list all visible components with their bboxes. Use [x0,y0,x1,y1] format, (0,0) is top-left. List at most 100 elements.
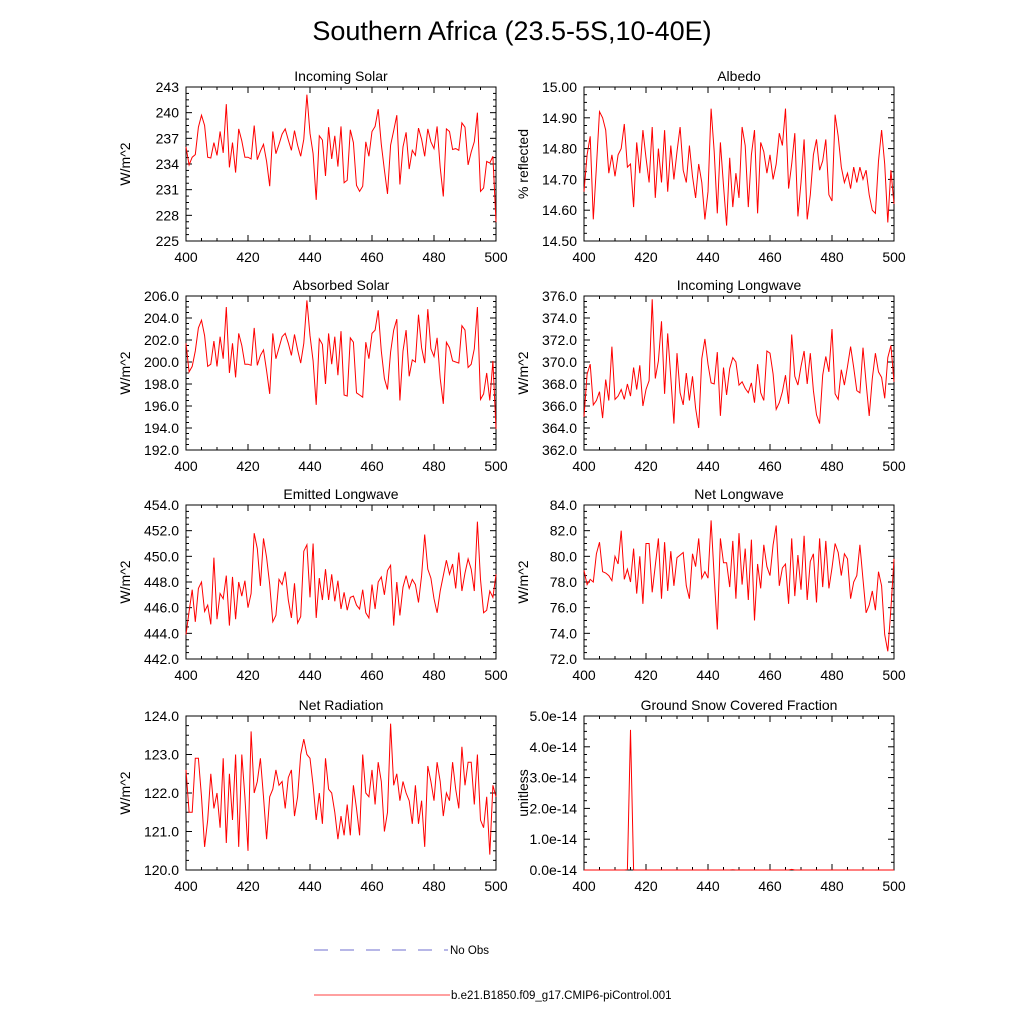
plot-frame [185,715,497,871]
x-tick-label: 400 [174,667,198,683]
y-tick-label: 122.0 [144,785,179,801]
x-tick-label: 500 [484,878,508,894]
x-tick-label: 440 [298,249,322,265]
y-tick-label: 84.0 [550,497,577,513]
series-line [583,108,895,226]
x-tick-label: 400 [572,458,596,474]
x-tick-label: 460 [758,249,782,265]
x-tick-label: 480 [422,667,446,683]
x-tick-label: 400 [174,249,198,265]
y-tick-label: 234 [156,156,180,172]
x-tick-label: 460 [758,878,782,894]
panel-7: Ground Snow Covered Fraction unitless 400 4… [515,697,906,894]
y-tick-label: 3.0e-14 [530,770,578,786]
y-axis-label: W/m^2 [515,351,531,394]
x-tick-label: 420 [634,249,658,265]
x-tick-label: 440 [696,667,720,683]
plot-frame [583,295,895,451]
y-tick-label: 374.0 [542,310,577,326]
x-tick-label: 420 [236,878,260,894]
y-tick-label: 444.0 [144,625,179,641]
panel-3: Incoming Longwave W/m^2 400 420 440 460 480 500… [515,277,906,474]
figure-title: Southern Africa (23.5-5S,10-40E) [312,16,711,46]
series-line [185,94,497,223]
y-tick-label: 76.0 [550,600,577,616]
y-tick-label: 362.0 [542,442,577,458]
x-tick-label: 460 [360,249,384,265]
y-tick-label: 14.80 [542,141,577,157]
x-tick-label: 500 [484,667,508,683]
y-tick-label: 231 [156,182,180,198]
plot-frame [185,295,497,451]
y-tick-label: 448.0 [144,574,179,590]
series-line [185,300,497,430]
y-tick-label: 200.0 [144,354,179,370]
series-line [185,723,497,855]
x-tick-label: 420 [634,878,658,894]
panels: Incoming Solar W/m^2 400 420 440 460 480 500 225… [117,68,906,894]
x-tick-label: 500 [882,878,906,894]
y-tick-label: 376.0 [542,288,577,304]
x-tick-label: 460 [360,667,384,683]
y-tick-label: 82.0 [550,523,577,539]
y-tick-label: 452.0 [144,523,179,539]
y-tick-label: 72.0 [550,651,577,667]
y-tick-label: 372.0 [542,332,577,348]
y-tick-label: 74.0 [550,625,577,641]
panel-title: Net Longwave [694,486,784,502]
panel-5: Net Longwave W/m^2 400 420 440 460 480 500 72.0 7… [515,486,906,683]
x-tick-label: 400 [572,249,596,265]
x-tick-label: 500 [882,458,906,474]
x-tick-label: 480 [820,878,844,894]
panel-6: Net Radiation W/m^2 400 420 440 460 480 500 120.… [117,697,508,894]
y-tick-label: 5.0e-14 [530,708,578,724]
y-tick-label: 14.60 [542,202,577,218]
panel-title: Albedo [717,68,761,84]
x-tick-label: 440 [696,878,720,894]
y-tick-label: 120.0 [144,862,179,878]
y-tick-label: 196.0 [144,398,179,414]
y-tick-label: 364.0 [542,420,577,436]
x-tick-label: 480 [820,458,844,474]
x-tick-label: 440 [298,667,322,683]
y-tick-label: 124.0 [144,708,179,724]
y-tick-label: 225 [156,233,180,249]
y-tick-label: 192.0 [144,442,179,458]
panel-0: Incoming Solar W/m^2 400 420 440 460 480 500 225… [117,68,508,265]
x-tick-label: 400 [174,458,198,474]
y-tick-label: 4.0e-14 [530,739,578,755]
x-tick-label: 480 [422,458,446,474]
y-axis-label: W/m^2 [117,351,133,394]
panel-title: Emitted Longwave [283,486,398,502]
y-tick-label: 204.0 [144,310,179,326]
x-tick-label: 440 [696,249,720,265]
series-line [583,520,895,652]
x-tick-label: 400 [572,878,596,894]
y-tick-label: 121.0 [144,824,179,840]
legend-obs-label: No Obs [450,945,489,957]
y-tick-label: 450.0 [144,548,179,564]
x-tick-label: 440 [298,458,322,474]
y-tick-label: 78.0 [550,574,577,590]
panel-1: Albedo % reflected 400 420 440 460 480 500 14.50… [515,68,906,265]
y-axis-label: W/m^2 [117,142,133,185]
x-tick-label: 400 [572,667,596,683]
y-tick-label: 446.0 [144,600,179,616]
y-tick-label: 240 [156,105,180,121]
series-line [185,521,497,635]
y-tick-label: 202.0 [144,332,179,348]
y-tick-label: 80.0 [550,548,577,564]
legend: No Obs b.e21.B1850.f09_g17.CMIP6-piContr… [314,945,672,1002]
x-tick-label: 500 [484,458,508,474]
plot-frame [185,86,497,242]
x-tick-label: 420 [634,667,658,683]
x-tick-label: 420 [236,458,260,474]
x-tick-label: 500 [882,249,906,265]
panel-title: Incoming Longwave [677,277,802,293]
y-tick-label: 228 [156,207,180,223]
legend-model-label: b.e21.B1850.f09_g17.CMIP6-piControl.001 [451,990,672,1002]
y-tick-label: 243 [156,79,180,95]
x-tick-label: 400 [174,878,198,894]
y-tick-label: 14.90 [542,110,577,126]
